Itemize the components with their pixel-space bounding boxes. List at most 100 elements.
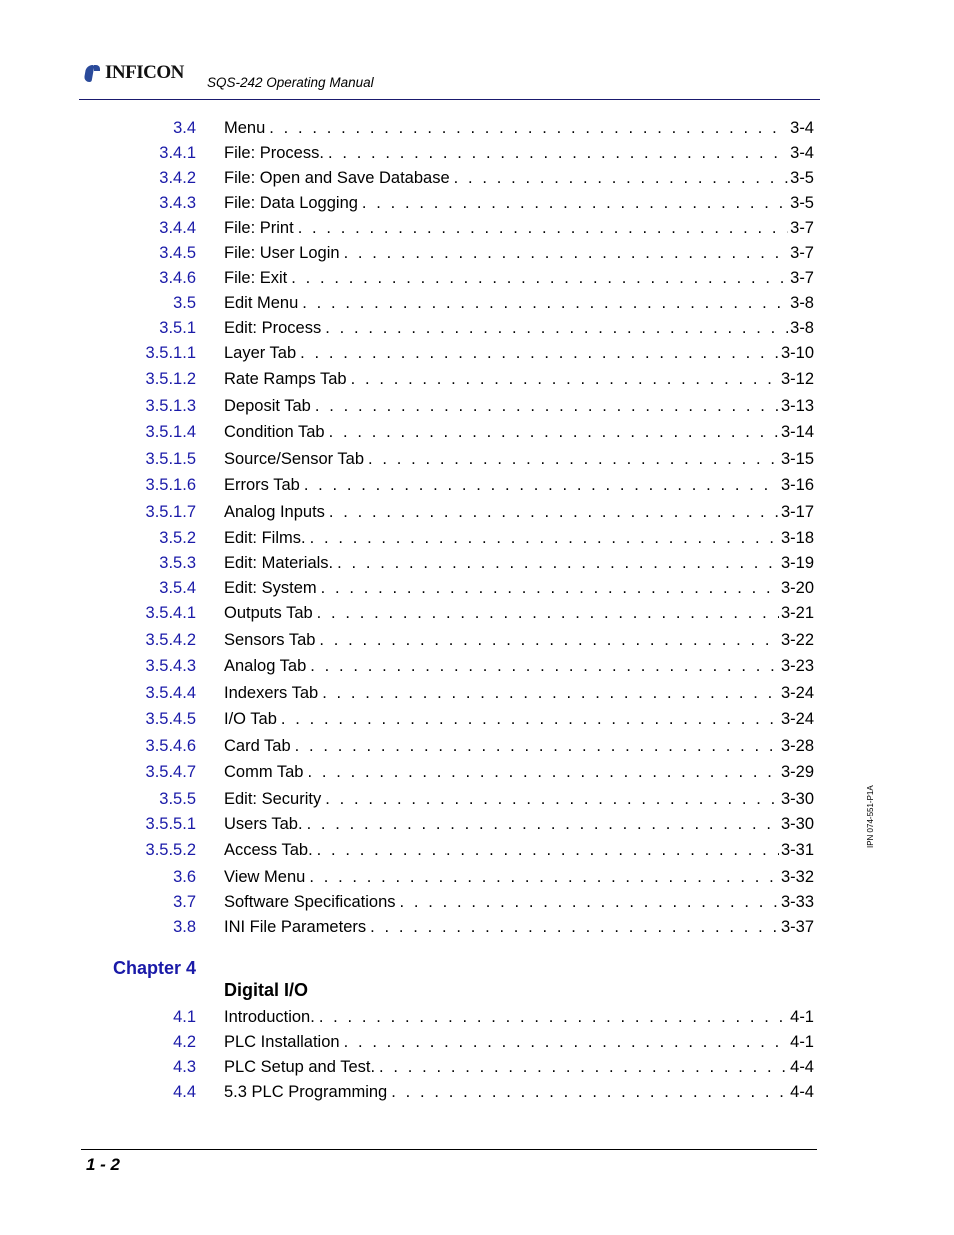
toc-entry[interactable]: 3.5.4.4 Indexers Tab . . . . . . . . . .…	[0, 682, 820, 704]
section-title: Comm Tab	[224, 763, 304, 781]
toc-entry[interactable]: 3.5.4 Edit: System . . . . . . . . . . .…	[0, 577, 820, 599]
toc-entry[interactable]: 4.2 PLC Installation . . . . . . . . . .…	[0, 1031, 820, 1053]
dot-leader: . . . . . . . . . . . . . . . . . . . . …	[306, 815, 779, 833]
page-reference: 3-32	[780, 868, 814, 886]
toc-entry[interactable]: 3.5 Edit Menu . . . . . . . . . . . . . …	[0, 292, 820, 314]
toc-entry[interactable]: 3.5.4.1 Outputs Tab . . . . . . . . . . …	[0, 602, 820, 624]
dot-leader: . . . . . . . . . . . . . . . . . . . . …	[370, 918, 779, 936]
toc-entry[interactable]: 3.5.1 Edit: Process . . . . . . . . . . …	[0, 317, 820, 339]
toc-entry[interactable]: 4.1 Introduction. . . . . . . . . . . . …	[0, 1006, 820, 1028]
section-number: 3.5.1.2	[145, 370, 196, 388]
header-divider	[79, 99, 820, 100]
section-title: Deposit Tab	[224, 397, 311, 415]
inficon-logo: INFICON	[83, 62, 184, 84]
page-reference: 3-37	[780, 918, 814, 936]
section-title: Outputs Tab	[224, 604, 313, 622]
toc-entry[interactable]: 3.5.1.3 Deposit Tab . . . . . . . . . . …	[0, 395, 820, 417]
section-number: 3.5.3	[159, 554, 196, 572]
section-title: Edit: Security	[224, 790, 322, 808]
toc-entry[interactable]: 3.5.1.2 Rate Ramps Tab . . . . . . . . .…	[0, 368, 820, 390]
section-number: 4.2	[173, 1033, 196, 1051]
section-title: Menu	[224, 119, 266, 137]
section-title: File: Process.	[224, 144, 324, 162]
page-reference: 3-4	[790, 119, 814, 137]
dot-leader: . . . . . . . . . . . . . . . . . . . . …	[316, 604, 779, 622]
section-number: 3.4.3	[159, 194, 196, 212]
section-number: 3.4.5	[159, 244, 196, 262]
section-title: Source/Sensor Tab	[224, 450, 365, 468]
toc-entry[interactable]: 3.5.5 Edit: Security . . . . . . . . . .…	[0, 788, 820, 810]
chapter-title: Digital I/O	[224, 980, 309, 1000]
toc-entry[interactable]: 3.5.4.2 Sensors Tab . . . . . . . . . . …	[0, 629, 820, 651]
toc-entry[interactable]: 3.5.4.6 Card Tab . . . . . . . . . . . .…	[0, 735, 820, 757]
toc-entry[interactable]: 3.5.4.5 I/O Tab . . . . . . . . . . . . …	[0, 708, 820, 730]
dot-leader: . . . . . . . . . . . . . . . . . . . . …	[337, 554, 779, 572]
toc-entry[interactable]: 4.4 5.3 PLC Programming . . . . . . . . …	[0, 1081, 820, 1103]
section-number: 3.6	[173, 868, 196, 886]
toc-entry[interactable]: 3.5.1.1 Layer Tab . . . . . . . . . . . …	[0, 342, 820, 364]
page-reference: 3-20	[780, 579, 814, 597]
page-reference: 3-30	[780, 815, 814, 833]
toc-entry[interactable]: 3.5.3 Edit: Materials. . . . . . . . . .…	[0, 552, 820, 574]
page-reference: 4-4	[790, 1058, 814, 1076]
dot-leader: . . . . . . . . . . . . . . . . . . . . …	[280, 710, 779, 728]
inficon-logo-icon	[83, 63, 101, 83]
page-reference: 3-28	[780, 737, 814, 755]
toc-entry[interactable]: 3.5.1.5 Source/Sensor Tab . . . . . . . …	[0, 448, 820, 470]
toc-entry[interactable]: 3.4.6 File: Exit . . . . . . . . . . . .…	[0, 267, 820, 289]
toc-entry[interactable]: 3.5.2 Edit: Films. . . . . . . . . . . .…	[0, 527, 820, 549]
toc-entry[interactable]: 3.5.1.6 Errors Tab . . . . . . . . . . .…	[0, 474, 820, 496]
page-reference: 3-8	[790, 319, 814, 337]
toc-entry[interactable]: 3.5.5.1 Users Tab. . . . . . . . . . . .…	[0, 813, 820, 835]
section-number: 3.5.4.7	[145, 763, 196, 781]
dot-leader: . . . . . . . . . . . . . . . . . . . . …	[325, 319, 788, 337]
dot-leader: . . . . . . . . . . . . . . . . . . . . …	[309, 529, 779, 547]
page-reference: 3-7	[790, 269, 814, 287]
section-number: 3.7	[173, 893, 196, 911]
manual-title: SQS-242 Operating Manual	[207, 75, 374, 90]
dot-leader: . . . . . . . . . . . . . . . . . . . . …	[300, 344, 779, 362]
dot-leader: . . . . . . . . . . . . . . . . . . . . …	[350, 370, 779, 388]
page-reference: 3-29	[780, 763, 814, 781]
toc-entry[interactable]: 3.6 View Menu . . . . . . . . . . . . . …	[0, 866, 820, 888]
toc-entry[interactable]: 3.4.5 File: User Login . . . . . . . . .…	[0, 242, 820, 264]
toc-entry[interactable]: 3.4.2 File: Open and Save Database . . .…	[0, 167, 820, 189]
dot-leader: . . . . . . . . . . . . . . . . . . . . …	[318, 1008, 788, 1026]
section-title: Edit Menu	[224, 294, 299, 312]
dot-leader: . . . . . . . . . . . . . . . . . . . . …	[314, 397, 779, 415]
section-title: File: Data Logging	[224, 194, 358, 212]
section-title: View Menu	[224, 868, 306, 886]
toc-entry[interactable]: 3.8 INI File Parameters . . . . . . . . …	[0, 916, 820, 938]
document-code: IPN 074-551-P1A	[866, 785, 875, 848]
dot-leader: . . . . . . . . . . . . . . . . . . . . …	[316, 841, 779, 859]
dot-leader: . . . . . . . . . . . . . . . . . . . . …	[343, 1033, 789, 1051]
section-title: File: Exit	[224, 269, 288, 287]
section-title: PLC Installation	[224, 1033, 340, 1051]
section-title: Access Tab.	[224, 841, 313, 859]
section-number: 3.5.4.2	[145, 631, 196, 649]
page-reference: 3-21	[780, 604, 814, 622]
section-number: 3.5.1.4	[145, 423, 196, 441]
toc-entry[interactable]: 3.5.4.7 Comm Tab . . . . . . . . . . . .…	[0, 761, 820, 783]
toc-entry[interactable]: 3.5.5.2 Access Tab. . . . . . . . . . . …	[0, 839, 820, 861]
toc-entry[interactable]: 3.4 Menu . . . . . . . . . . . . . . . .…	[0, 117, 820, 139]
toc-entry[interactable]: 3.5.1.4 Condition Tab . . . . . . . . . …	[0, 421, 820, 443]
toc-entry[interactable]: 3.5.1.7 Analog Inputs . . . . . . . . . …	[0, 501, 820, 523]
toc-entry[interactable]: 3.4.3 File: Data Logging . . . . . . . .…	[0, 192, 820, 214]
dot-leader: . . . . . . . . . . . . . . . . . . . . …	[322, 684, 779, 702]
section-title: Card Tab	[224, 737, 291, 755]
section-title: Edit: Process	[224, 319, 322, 337]
section-number: 3.4	[173, 119, 196, 137]
section-title: INI File Parameters	[224, 918, 367, 936]
toc-entry[interactable]: 3.4.4 File: Print . . . . . . . . . . . …	[0, 217, 820, 239]
page-number: 1 - 2	[86, 1155, 121, 1174]
page-reference: 3-16	[780, 476, 814, 494]
logo-text: INFICON	[105, 62, 184, 83]
toc-entry[interactable]: 3.5.4.3 Analog Tab . . . . . . . . . . .…	[0, 655, 820, 677]
toc-entry[interactable]: 4.3 PLC Setup and Test. . . . . . . . . …	[0, 1056, 820, 1078]
page-reference: 3-31	[780, 841, 814, 859]
dot-leader: . . . . . . . . . . . . . . . . . . . . …	[303, 476, 779, 494]
page-reference: 3-7	[790, 244, 814, 262]
toc-entry[interactable]: 3.7 Software Specifications . . . . . . …	[0, 891, 820, 913]
toc-entry[interactable]: 3.4.1 File: Process. . . . . . . . . . .…	[0, 142, 820, 164]
